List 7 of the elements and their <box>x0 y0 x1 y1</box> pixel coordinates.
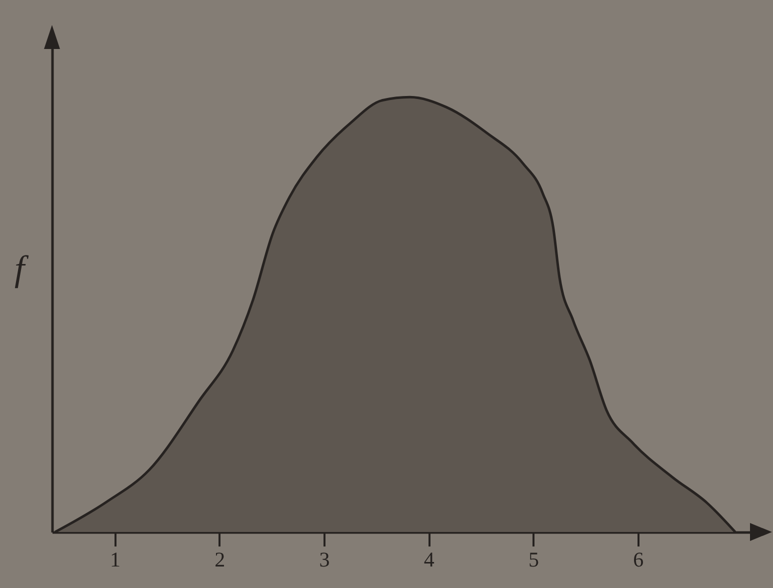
x-tick-label: 5 <box>528 548 540 572</box>
x-tick-label: 1 <box>110 548 121 572</box>
y-axis-title: f <box>14 248 30 289</box>
x-tick-label: 2 <box>214 548 226 572</box>
x-tick-label: 3 <box>319 548 330 572</box>
x-tick-label: 6 <box>633 548 644 572</box>
x-tick-label: 4 <box>424 548 435 572</box>
